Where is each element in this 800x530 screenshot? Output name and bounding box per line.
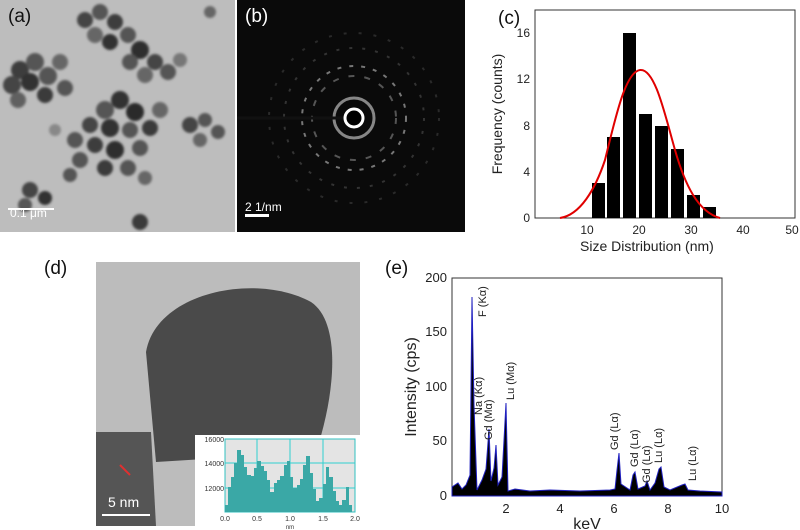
svg-text:16: 16 — [517, 26, 531, 40]
panel-b-diffraction-image: (b) 2 1/nm — [237, 0, 465, 232]
svg-text:F (Kα): F (Kα) — [477, 286, 489, 317]
svg-text:Gd (Lα): Gd (Lα) — [609, 412, 621, 450]
svg-text:Gd (Lα): Gd (Lα) — [641, 445, 653, 483]
panel-d-scale-bar — [102, 514, 150, 516]
svg-text:1.0: 1.0 — [285, 516, 295, 523]
svg-text:1.5: 1.5 — [318, 516, 328, 523]
svg-text:2: 2 — [502, 501, 509, 516]
eds-spectrum-chart: 0 50 100 150 200 2 4 6 8 10 F (Kα) Na (Kα) Gd (M… — [403, 270, 729, 530]
panel-a-scale-text: 0.1 μm — [10, 206, 47, 220]
svg-text:10: 10 — [580, 223, 594, 237]
panel-e-label: (e) — [385, 258, 409, 279]
lattice-profile-inset: 16000 14000 12000 0.0 0.5 1.0 1.5 2.0 nm — [195, 435, 360, 530]
svg-text:Gd (Lα): Gd (Lα) — [629, 429, 641, 467]
svg-text:100: 100 — [425, 379, 447, 394]
svg-text:40: 40 — [736, 223, 750, 237]
panel-b-label: (b) — [245, 6, 269, 27]
svg-text:10: 10 — [715, 501, 729, 516]
svg-text:0.0: 0.0 — [220, 516, 230, 523]
svg-text:0.5: 0.5 — [252, 516, 262, 523]
diffraction-rings — [237, 32, 440, 204]
svg-text:2.0: 2.0 — [350, 516, 360, 523]
panel-b-scale-text: 2 1/nm — [245, 200, 282, 214]
panel-d-label: (d) — [44, 258, 68, 279]
nanoparticle-cluster-image — [3, 4, 225, 230]
svg-text:4: 4 — [523, 165, 530, 179]
eds-y-axis-label: Intensity (cps) — [403, 337, 420, 437]
panel-d-scale-text: 5 nm — [108, 494, 140, 510]
svg-text:6: 6 — [610, 501, 617, 516]
svg-text:0: 0 — [440, 488, 447, 503]
svg-text:20: 20 — [632, 223, 646, 237]
histogram-y-axis-label: Frequency (counts) — [489, 54, 505, 175]
svg-text:50: 50 — [785, 223, 799, 237]
panel-c-label: (c) — [498, 8, 521, 29]
svg-text:0: 0 — [523, 211, 530, 225]
histogram-x-axis-label: Size Distribution (nm) — [580, 238, 714, 254]
svg-text:50: 50 — [433, 433, 447, 448]
svg-text:Gd (Mα): Gd (Mα) — [483, 399, 495, 440]
eds-x-axis-label: keV — [573, 516, 601, 530]
svg-text:200: 200 — [425, 270, 447, 285]
size-distribution-histogram: 0 4 8 12 16 10 20 30 40 50 Frequency (counts) — [489, 9, 799, 237]
panel-b-scale-bar — [245, 214, 269, 217]
svg-text:12: 12 — [517, 72, 531, 86]
panel-a-scale-bar — [8, 208, 54, 210]
svg-text:150: 150 — [425, 324, 447, 339]
svg-text:Lu (Mα): Lu (Mα) — [505, 362, 517, 400]
panel-a-tem-image: (a) 0.1 μm — [0, 0, 235, 232]
svg-text:Lu (Lα): Lu (Lα) — [687, 446, 699, 481]
svg-text:30: 30 — [684, 223, 698, 237]
svg-text:16000: 16000 — [205, 437, 225, 444]
svg-text:8: 8 — [664, 501, 671, 516]
svg-text:12000: 12000 — [205, 486, 225, 493]
svg-text:Na (Kα): Na (Kα) — [473, 377, 485, 415]
svg-text:14000: 14000 — [205, 461, 225, 468]
svg-text:4: 4 — [556, 501, 563, 516]
svg-text:nm: nm — [286, 525, 294, 530]
svg-text:8: 8 — [523, 119, 530, 133]
svg-text:Lu (Lα): Lu (Lα) — [653, 428, 665, 463]
panel-a-label: (a) — [8, 6, 32, 27]
